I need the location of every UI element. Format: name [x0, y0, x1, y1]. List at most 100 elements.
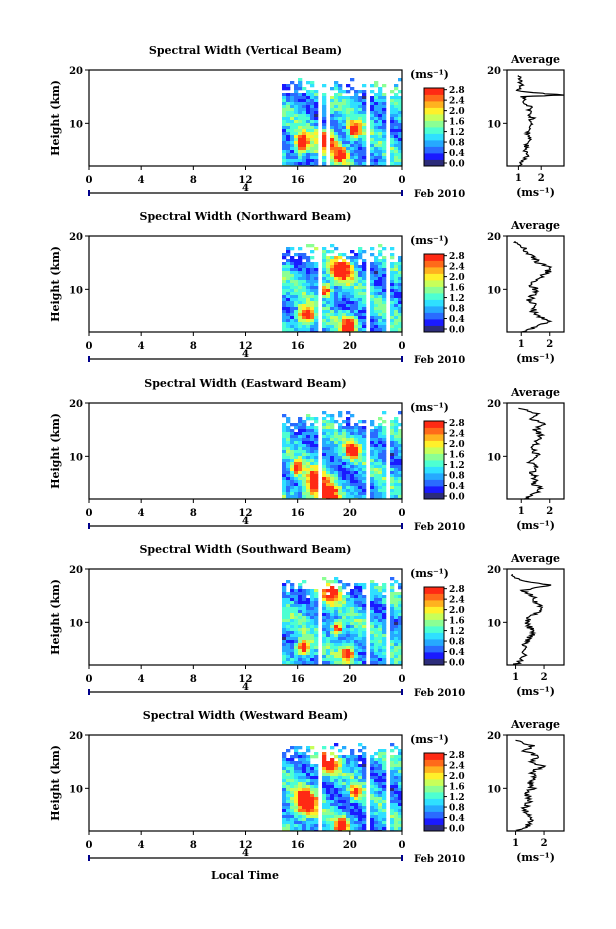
heatmap-cell: [382, 495, 387, 499]
heatmap-cell: [394, 658, 399, 662]
heatmap-cell: [358, 102, 363, 106]
heatmap-cell: [310, 815, 315, 819]
heatmap-cell: [290, 827, 295, 831]
heatmap-cell: [394, 426, 399, 430]
heatmap-cell: [378, 827, 383, 831]
heatmap-cell: [350, 643, 355, 647]
heatmap-cell: [290, 450, 295, 454]
heatmap-cell: [294, 773, 299, 777]
heatmap-cell: [354, 797, 359, 801]
heatmap-cell: [294, 616, 299, 620]
heatmap-cell: [294, 301, 299, 305]
heatmap-cell: [302, 598, 307, 602]
heatmap-cell: [322, 803, 327, 807]
heatmap-cell: [334, 767, 339, 771]
heatmap-cell: [302, 483, 307, 487]
colorbar-tick-label: 2.0: [449, 440, 465, 450]
heatmap-cell: [354, 803, 359, 807]
heatmap-cell: [298, 438, 303, 442]
heatmap-cell: [306, 637, 311, 641]
heatmap-cell: [330, 135, 335, 139]
heatmap-cell: [398, 450, 402, 454]
heatmap-cell: [286, 616, 291, 620]
heatmap-cell: [310, 150, 315, 154]
heatmap-cell: [330, 604, 335, 608]
heatmap-cell: [306, 749, 311, 753]
heatmap-cell: [382, 120, 387, 124]
heatmap-cell: [306, 298, 311, 302]
heatmap-cell: [338, 268, 343, 272]
average-profile-line: [518, 407, 547, 500]
heatmap-cell: [378, 286, 383, 290]
heatmap-cell: [326, 652, 331, 656]
heatmap-cell: [378, 310, 383, 314]
colorbar-segment: [424, 107, 444, 115]
heatmap-cell: [310, 250, 315, 254]
heatmap-cell: [310, 604, 315, 608]
heatmap-cell: [294, 595, 299, 599]
heatmap-cell: [354, 295, 359, 299]
heatmap-cell: [298, 821, 303, 825]
heatmap-cell: [334, 277, 339, 281]
heatmap-cell: [370, 253, 375, 257]
heatmap-cell: [290, 159, 295, 163]
heatmap-cell: [394, 129, 399, 133]
heatmap-cell: [342, 462, 347, 466]
colorbar-segment: [424, 632, 444, 640]
heatmap-cell: [370, 619, 375, 623]
heatmap-cell: [346, 304, 351, 308]
y-tick-label: 20: [69, 399, 83, 410]
heatmap-cell: [286, 773, 291, 777]
heatmap-cell: [298, 147, 303, 151]
heatmap-cell: [398, 625, 402, 629]
heatmap-cell: [390, 743, 395, 747]
heatmap-cell: [286, 634, 291, 638]
heatmap-cell: [378, 265, 383, 269]
heatmap-cell: [350, 156, 355, 160]
heatmap-cell: [398, 78, 402, 82]
heatmap-cell: [290, 643, 295, 647]
heatmap-cell: [342, 755, 347, 759]
heatmap-cell: [306, 114, 311, 118]
heatmap-cell: [302, 459, 307, 463]
heatmap-cell: [314, 156, 319, 160]
heatmap-cell: [362, 111, 367, 115]
heatmap-cell: [362, 785, 367, 789]
heatmap-cell: [294, 634, 299, 638]
heatmap-cell: [378, 655, 383, 659]
heatmap-cell: [358, 640, 363, 644]
heatmap-cell: [398, 785, 402, 789]
heatmap-cell: [338, 625, 343, 629]
heatmap-cell: [314, 806, 319, 810]
heatmap-cell: [314, 280, 319, 284]
heatmap-cell: [286, 468, 291, 472]
heatmap-cell: [394, 432, 399, 436]
heatmap-cell: [302, 800, 307, 804]
heatmap-cell: [342, 640, 347, 644]
heatmap-cell: [310, 791, 315, 795]
heatmap-cell: [382, 316, 387, 320]
heatmap-cell: [314, 827, 319, 831]
heatmap-cell: [326, 782, 331, 786]
heatmap-cell: [350, 483, 355, 487]
heatmap-cell: [330, 622, 335, 626]
heatmap-cell: [354, 791, 359, 795]
heatmap-cell: [374, 162, 379, 166]
heatmap-cell: [286, 316, 291, 320]
heatmap-cell: [310, 818, 315, 822]
heatmap-cell: [294, 156, 299, 160]
heatmap-cell: [370, 598, 375, 602]
heatmap-cell: [374, 652, 379, 656]
heatmap-cell: [294, 114, 299, 118]
heatmap-cell: [310, 613, 315, 617]
heatmap-cell: [314, 628, 319, 632]
heatmap-cell: [282, 123, 287, 127]
heatmap-cell: [282, 87, 287, 91]
heatmap-cell: [354, 634, 359, 638]
heatmap-cell: [282, 283, 287, 287]
heatmap-cell: [310, 298, 315, 302]
heatmap-cell: [322, 616, 327, 620]
heatmap-cell: [290, 601, 295, 605]
heatmap-cell: [398, 770, 402, 774]
heatmap-cell: [302, 492, 307, 496]
